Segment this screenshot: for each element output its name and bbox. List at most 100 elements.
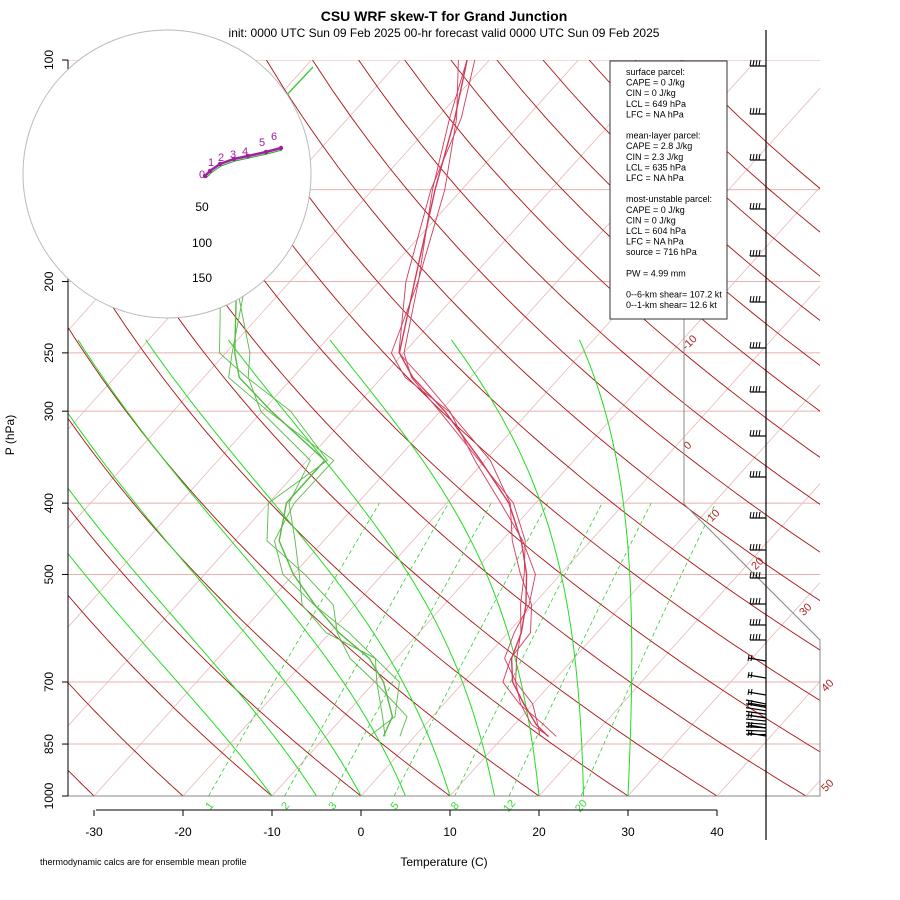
dry-adiabat bbox=[266, 60, 820, 602]
stats-line: CAPE = 0 J/kg bbox=[626, 205, 685, 215]
isotherm-label: 20 bbox=[749, 555, 766, 572]
isotherm-line bbox=[360, 285, 820, 796]
profile-layer bbox=[215, 60, 557, 737]
isotherm-line bbox=[881, 44, 900, 812]
mixing-ratio-label: 12 bbox=[501, 798, 518, 815]
hodograph-height-label: 6 bbox=[271, 131, 277, 143]
wind-barb bbox=[745, 699, 767, 705]
wind-barb-feather bbox=[758, 429, 761, 437]
mixing-ratio-line bbox=[284, 502, 449, 796]
wind-barb-feather bbox=[749, 153, 752, 161]
wind-barb-feather bbox=[755, 59, 758, 67]
moist-adiabat bbox=[450, 339, 584, 796]
wind-barb-feather bbox=[752, 385, 755, 393]
y-tick-label: 400 bbox=[42, 493, 56, 513]
dewpoint-profile bbox=[228, 247, 386, 737]
axes: 1001502002503004005007008501000-30-20-10… bbox=[42, 50, 724, 839]
hodograph-ring bbox=[22, 29, 312, 319]
x-tick-label: 20 bbox=[532, 825, 546, 839]
mixing-ratio-line bbox=[208, 502, 380, 796]
y-tick-label: 100 bbox=[42, 50, 56, 70]
mixing-ratio-line bbox=[454, 502, 603, 796]
moist-adiabat bbox=[68, 412, 362, 796]
dry-adiabat bbox=[358, 60, 820, 505]
hodograph-height-label: 5 bbox=[259, 137, 265, 149]
dry-adiabat bbox=[404, 60, 820, 458]
stats-line: CIN = 0 J/kg bbox=[626, 215, 676, 225]
wind-barb-feather bbox=[750, 688, 753, 696]
dry-adiabat bbox=[173, 60, 820, 701]
dry-adiabat bbox=[127, 60, 820, 753]
wind-barb-feather bbox=[755, 429, 758, 437]
wind-barb-feather bbox=[758, 59, 761, 67]
dry-adiabat bbox=[68, 326, 540, 796]
footnote: thermodynamic calcs are for ensemble mea… bbox=[40, 857, 247, 867]
wind-barb-feather bbox=[758, 202, 761, 210]
y-tick-label: 700 bbox=[42, 672, 56, 692]
stats-line: source = 716 hPa bbox=[626, 247, 697, 257]
wind-barb-feather bbox=[755, 341, 758, 349]
wind-barb-feather bbox=[752, 341, 755, 349]
stats-line: LCL = 635 hPa bbox=[626, 162, 686, 172]
stats-line: LCL = 649 hPa bbox=[626, 99, 686, 109]
temperature-profile bbox=[398, 60, 549, 737]
wind-barb bbox=[745, 729, 767, 732]
isotherm-label: 0 bbox=[681, 439, 694, 452]
wind-barb-feather bbox=[750, 654, 753, 662]
wind-barb-feather bbox=[755, 618, 758, 626]
isotherm-label: -10 bbox=[680, 333, 700, 353]
hodograph-point bbox=[231, 156, 237, 162]
wind-barb-feather bbox=[758, 543, 761, 551]
wind-barb bbox=[745, 707, 767, 712]
y-tick-label: 500 bbox=[42, 564, 56, 584]
wind-barb-feather bbox=[758, 153, 761, 161]
wind-barb-feather bbox=[749, 633, 752, 641]
wind-barb-feather bbox=[749, 429, 752, 437]
dewpoint-profile bbox=[230, 247, 394, 737]
wind-barb-feather bbox=[758, 295, 761, 303]
wind-barb-feather bbox=[755, 107, 758, 115]
wind-barb-feather bbox=[752, 153, 755, 161]
wind-barb-feather bbox=[758, 571, 761, 579]
wind-barb-feather bbox=[752, 571, 755, 579]
wind-barb-feather bbox=[752, 202, 755, 210]
x-tick-label: 30 bbox=[621, 825, 635, 839]
wind-barb-feather bbox=[755, 571, 758, 579]
wind-barb-feather bbox=[749, 543, 752, 551]
isotherm-label: 50 bbox=[819, 777, 836, 794]
y-tick-label: 250 bbox=[42, 343, 56, 363]
moist-adiabat bbox=[77, 339, 406, 796]
wind-barb-feather bbox=[749, 597, 752, 605]
wind-barb-feather bbox=[752, 597, 755, 605]
wind-barb-feather bbox=[755, 385, 758, 393]
wind-barb bbox=[745, 722, 767, 725]
wind-barb-feather bbox=[747, 688, 750, 696]
hodograph-height-label: 0 bbox=[199, 169, 205, 181]
temperature-profile bbox=[403, 60, 550, 737]
dry-adiabat bbox=[312, 60, 820, 553]
x-tick-label: 0 bbox=[358, 825, 365, 839]
wind-barb-feather bbox=[749, 202, 752, 210]
hodograph-ring-label: 50 bbox=[195, 200, 209, 214]
wind-barb-feather bbox=[758, 597, 761, 605]
dry-adiabat bbox=[219, 60, 820, 651]
wind-barb-feather bbox=[755, 597, 758, 605]
wind-barb-feather bbox=[758, 633, 761, 641]
isotherm-line bbox=[68, 60, 579, 628]
stats-line: LCL = 604 hPa bbox=[626, 226, 686, 236]
mixing-ratio-line bbox=[331, 502, 492, 796]
wind-barb-feather bbox=[752, 249, 755, 257]
dry-adiabat bbox=[68, 232, 629, 796]
isotherm-line bbox=[538, 483, 820, 796]
stats-line: 0--6-km shear= 107.2 kt bbox=[626, 290, 722, 300]
hodograph-point bbox=[202, 173, 208, 179]
wind-barb-feather bbox=[755, 633, 758, 641]
dry-adiabat bbox=[450, 60, 820, 412]
stats-line: most-unstable parcel: bbox=[626, 194, 712, 204]
dewpoint-profile bbox=[215, 247, 400, 737]
wind-barb-feather bbox=[750, 711, 753, 719]
wind-barb-feather bbox=[752, 618, 755, 626]
stats-line: surface parcel: bbox=[626, 67, 685, 77]
wind-barb-feather bbox=[752, 543, 755, 551]
wind-barb bbox=[745, 718, 767, 722]
